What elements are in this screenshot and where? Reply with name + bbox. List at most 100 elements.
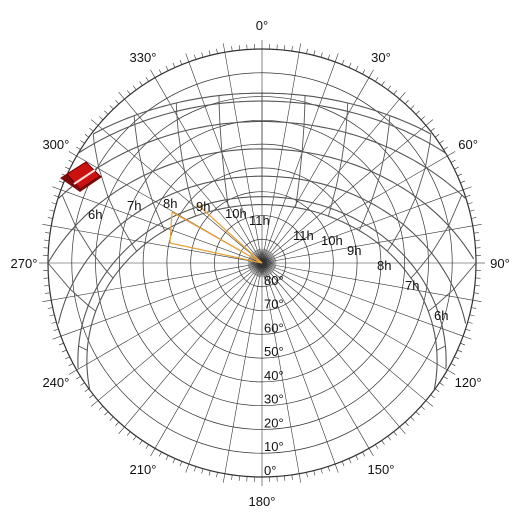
azimuth-tick (84, 134, 90, 138)
azimuth-tick (284, 45, 286, 51)
azimuth-tick (150, 448, 156, 457)
azimuth-tick (80, 382, 85, 386)
azimuth-tick (434, 134, 440, 138)
azimuth-tick (341, 461, 345, 467)
azimuth-tick (410, 105, 415, 110)
azimuth-tick (473, 292, 479, 294)
azimuth-tick (126, 431, 131, 436)
azimuth-tick (222, 473, 226, 483)
azimuth-tick (362, 451, 366, 457)
azimuth-tick (425, 119, 434, 126)
azimuth-spoke (261, 52, 300, 264)
azimuth-tick (172, 458, 176, 464)
hour-line (92, 133, 138, 252)
azimuth-spoke (60, 189, 263, 264)
azimuth-tick (334, 463, 339, 473)
azimuth-spoke (261, 189, 464, 264)
azimuth-tick (165, 455, 169, 460)
azimuth-spoke (154, 262, 263, 449)
azimuth-spoke (261, 125, 427, 264)
azimuth-label: 270° (11, 256, 38, 271)
azimuth-tick (65, 356, 70, 360)
hour-line (295, 95, 306, 208)
azimuth-tick (320, 468, 323, 474)
azimuth-tick (327, 54, 330, 60)
azimuth-tick (471, 307, 477, 309)
azimuth-tick (298, 43, 302, 53)
azimuth-tick (51, 321, 57, 324)
azimuth-tick (434, 388, 440, 392)
hour-label-afternoon: 8h (377, 258, 391, 273)
azimuth-tick (465, 328, 471, 331)
azimuth-tick (447, 151, 456, 157)
azimuth-spoke (261, 262, 473, 301)
altitude-label: 80° (264, 273, 284, 288)
date-sun-path (47, 148, 475, 264)
diagram-labels: 0° 30° 60° 90° 120° 150° 180° 210° 240° 270° 300° 3… (11, 18, 510, 509)
azimuth-tick (474, 239, 480, 241)
azimuth-spoke (124, 98, 263, 264)
azimuth-tick (306, 472, 308, 478)
hour-line (358, 115, 391, 231)
azimuth-tick (465, 195, 471, 198)
azimuth-spoke (188, 262, 263, 465)
hour-line (327, 102, 349, 217)
azimuth-tick (443, 376, 448, 380)
azimuth-tick (179, 59, 183, 65)
azimuth-tick (194, 54, 197, 60)
azimuth-tick (216, 48, 218, 54)
azimuth-tick (439, 140, 444, 144)
hour-line (61, 194, 114, 279)
azimuth-spoke (97, 262, 263, 401)
azimuth-tick (462, 186, 472, 191)
azimuth-spoke (261, 262, 448, 371)
obstruction-marker-highlight (73, 169, 96, 185)
azimuth-spoke (154, 77, 263, 264)
azimuth-tick (118, 91, 125, 100)
azimuth-tick (185, 463, 190, 473)
azimuth-tick (404, 100, 409, 105)
hour-label-morning: 7h (127, 198, 141, 213)
azimuth-label: 240° (42, 375, 69, 390)
azimuth-tick (460, 342, 466, 346)
azimuth-tick (231, 474, 233, 480)
azimuth-tick (185, 53, 190, 63)
azimuth-tick (99, 405, 104, 410)
hour-line (428, 262, 477, 312)
azimuth-tick (201, 52, 204, 58)
azimuth-label: 300° (42, 137, 69, 152)
obstruction-marker (60, 161, 102, 192)
azimuth-label: 150° (368, 462, 395, 477)
azimuth-tick (284, 475, 286, 481)
azimuth-tick (68, 151, 77, 157)
hour-line (78, 345, 88, 351)
azimuth-tick (194, 466, 197, 472)
azimuth-tick (415, 411, 420, 416)
azimuth-tick (99, 116, 104, 121)
azimuth-tick (165, 66, 169, 71)
azimuth-tick (42, 223, 52, 227)
azimuth-label: 90° (490, 256, 510, 271)
azimuth-tick (420, 405, 425, 410)
azimuth-label: 180° (249, 494, 276, 509)
azimuth-label: 120° (455, 375, 482, 390)
azimuth-tick (58, 180, 64, 184)
azimuth-tick (89, 127, 94, 132)
outer-tick-ring (39, 40, 485, 486)
azimuth-tick (472, 223, 482, 227)
azimuth-tick (368, 448, 374, 457)
azimuth-spoke (97, 125, 263, 264)
azimuth-tick (355, 455, 359, 460)
azimuth-spoke (124, 262, 263, 428)
azimuth-tick (90, 400, 99, 407)
azimuth-tick (44, 239, 50, 241)
azimuth-tick (84, 388, 90, 392)
azimuth-tick (457, 173, 463, 177)
azimuth-spoke (76, 262, 263, 371)
hour-label-afternoon: 6h (434, 308, 448, 323)
hour-line (436, 345, 446, 351)
altitude-label: 60° (264, 320, 284, 335)
azimuth-tick (231, 46, 233, 52)
altitude-label: 40° (264, 368, 284, 383)
sun-path-curves (47, 92, 477, 390)
